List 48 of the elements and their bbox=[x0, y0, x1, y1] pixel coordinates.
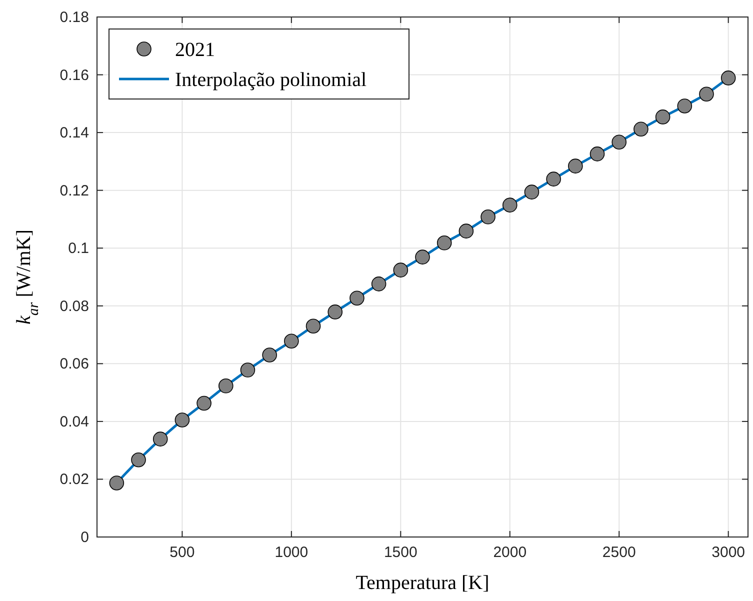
point bbox=[328, 304, 343, 320]
point bbox=[393, 262, 408, 278]
point bbox=[218, 378, 234, 394]
y-tick-label: 0 bbox=[80, 529, 89, 546]
y-tick-label: 0.18 bbox=[60, 9, 89, 26]
y-tick-label: 0.06 bbox=[60, 356, 89, 373]
point bbox=[152, 432, 168, 446]
point bbox=[415, 250, 430, 264]
point bbox=[262, 348, 277, 362]
y-tick-label: 0.08 bbox=[60, 298, 89, 315]
y-tick-label: 0.1 bbox=[68, 240, 89, 258]
x-tick-label: 1000 bbox=[274, 544, 308, 561]
point bbox=[436, 236, 452, 250]
point bbox=[371, 276, 386, 292]
x-tick-label: 500 bbox=[170, 544, 195, 561]
x-tick-label: 2000 bbox=[493, 544, 527, 561]
point bbox=[590, 146, 605, 162]
point bbox=[240, 362, 256, 378]
point bbox=[634, 122, 648, 136]
point bbox=[284, 334, 299, 349]
x-tick-label: 1500 bbox=[384, 544, 418, 561]
point bbox=[109, 476, 124, 490]
y-tick-label: 0.02 bbox=[60, 471, 89, 488]
point bbox=[612, 134, 627, 150]
point bbox=[524, 184, 540, 200]
point bbox=[131, 452, 146, 468]
y-tick-label: 0.16 bbox=[60, 66, 89, 84]
point bbox=[546, 172, 561, 186]
y-tick-label: 0.14 bbox=[60, 124, 89, 142]
legend-label: Interpolação polinomial bbox=[175, 69, 368, 91]
legend-label: 2021 bbox=[175, 39, 215, 61]
point bbox=[655, 110, 670, 124]
x-tick-label: 3000 bbox=[712, 544, 746, 561]
x-axis-title: Temperatura [K] bbox=[356, 572, 490, 594]
point bbox=[699, 86, 714, 102]
point bbox=[306, 318, 321, 334]
y-tick-label: 0.04 bbox=[60, 413, 89, 430]
point bbox=[480, 210, 496, 224]
y-tick-label: 0.12 bbox=[60, 182, 89, 200]
point bbox=[458, 224, 474, 238]
point bbox=[502, 198, 518, 212]
point bbox=[720, 70, 736, 86]
point bbox=[350, 290, 364, 306]
point bbox=[568, 158, 583, 174]
point bbox=[677, 98, 692, 114]
point bbox=[174, 412, 190, 428]
point bbox=[196, 396, 212, 411]
x-tick-label: 2500 bbox=[602, 544, 636, 561]
